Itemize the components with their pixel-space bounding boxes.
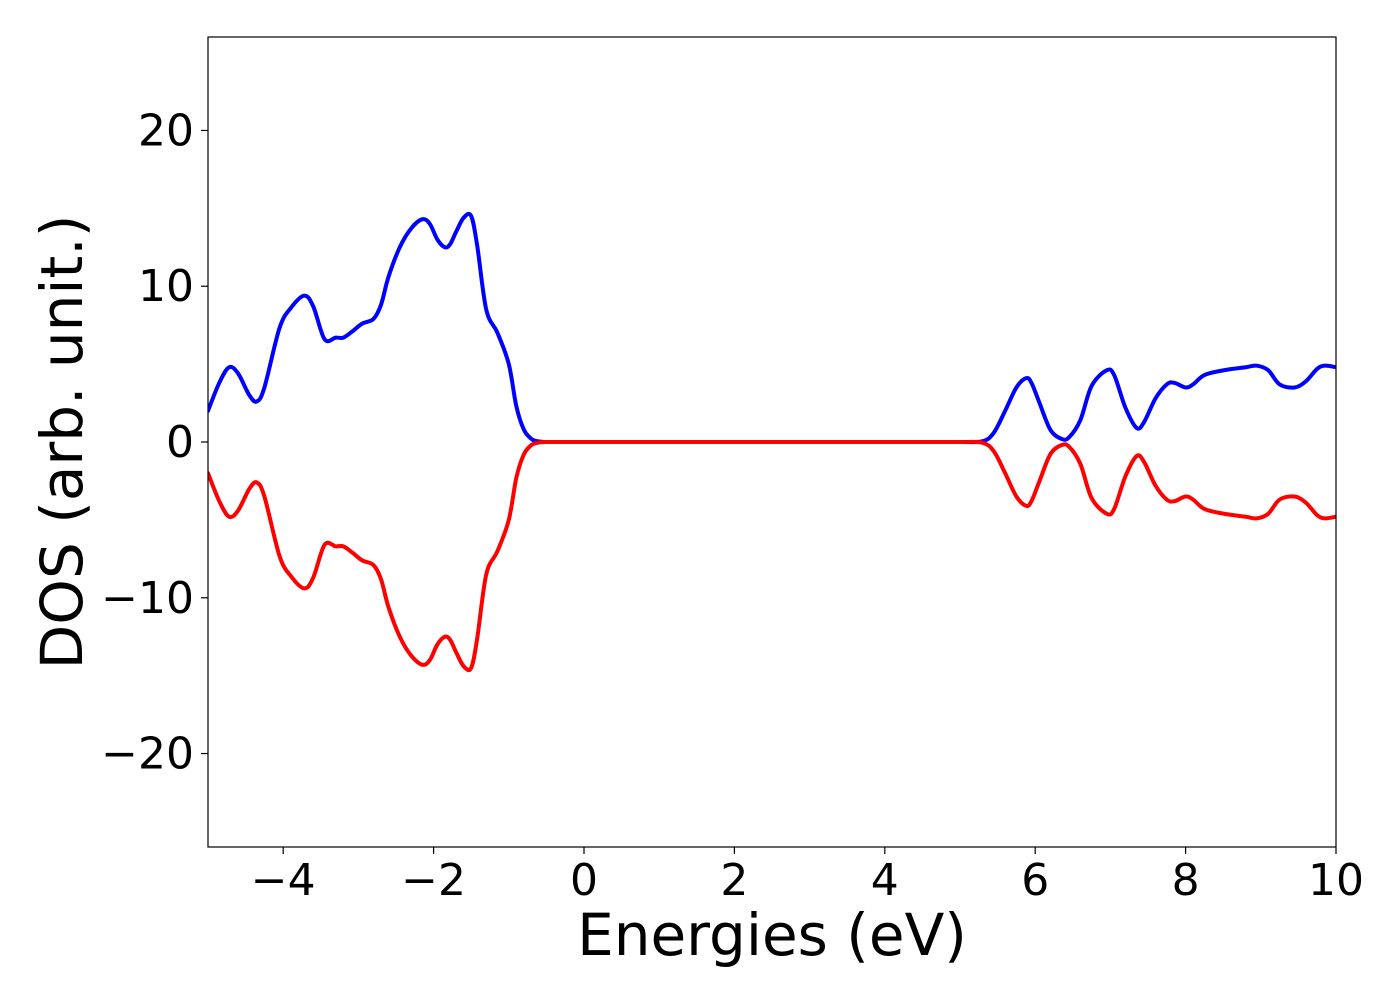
x-tick-label: −4 [251,855,316,906]
x-tick-label: 6 [1021,855,1049,906]
y-axis-title: DOS (arb. unit.) [28,215,96,670]
y-axis: 20 10 0 −10 −20 [101,105,208,780]
x-tick-label: 4 [871,855,899,906]
y-tick-label: −20 [101,729,194,780]
y-tick-label: 20 [138,105,194,156]
y-tick-label: −10 [101,573,194,624]
series-line-1 [208,439,1336,673]
x-axis-title: Energies (eV) [577,901,967,969]
x-tick-label: 2 [720,855,748,906]
y-tick-label: 10 [138,261,194,312]
x-tick-label: 8 [1172,855,1200,906]
x-tick-label: 10 [1308,855,1364,906]
y-tick-label: 0 [166,417,194,468]
x-tick-label: 0 [570,855,598,906]
x-axis: −4 −2 0 2 4 6 8 10 [251,847,1364,906]
series-layer [208,211,1336,673]
series-line-0 [208,211,1336,445]
x-tick-label: −2 [401,855,466,906]
